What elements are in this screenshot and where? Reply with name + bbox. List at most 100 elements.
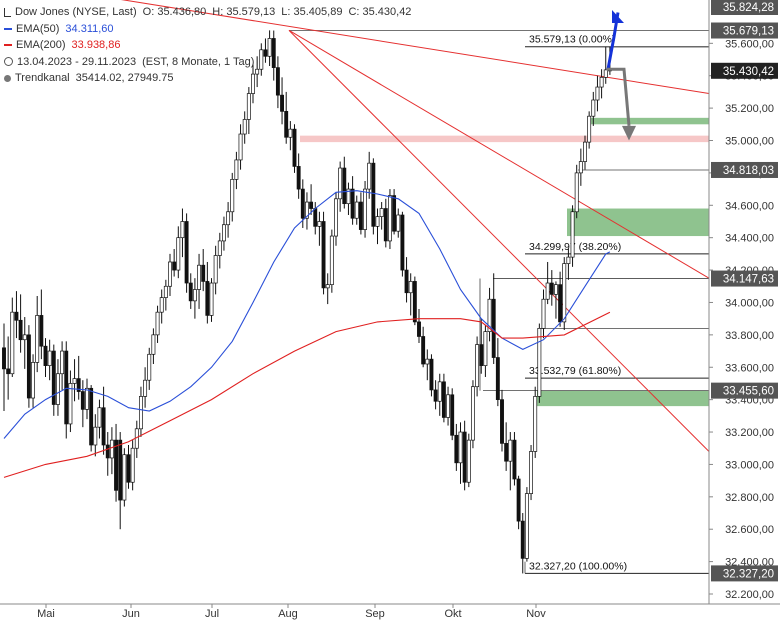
- candle-body: [68, 383, 73, 425]
- candle-body: [251, 73, 255, 94]
- candle-body: [97, 407, 102, 428]
- candle-body: [163, 285, 168, 298]
- candle-body: [495, 357, 500, 400]
- legend-period-row: 13.04.2023 - 29.11.2023 (EST, 8 Monate, …: [4, 54, 411, 71]
- candle-body: [122, 454, 127, 501]
- y-tick-label: 35.200,00: [725, 103, 774, 115]
- candle-body: [192, 289, 197, 302]
- candle-body: [549, 282, 554, 295]
- candle-body: [562, 263, 567, 323]
- candle-body: [533, 396, 538, 452]
- candle-body: [553, 284, 558, 295]
- price-tag: [711, 22, 778, 39]
- legend-instrument-row: Dow Jones (NYSE, Last) O: 35.436,80 H: 3…: [4, 4, 411, 21]
- candle-body: [93, 426, 98, 446]
- candle-body: [354, 201, 359, 219]
- x-axis: Mai Jun Jul Aug Sep Okt Nov: [0, 603, 780, 620]
- legend-trend-row: Trendkanal 35414.02, 27949.75: [4, 70, 411, 87]
- candle-body: [275, 67, 280, 96]
- candle-body: [89, 387, 94, 446]
- y-tick-label: 33.200,00: [725, 427, 774, 439]
- candle-body: [80, 391, 85, 410]
- x-tick-label: Nov: [526, 608, 546, 620]
- candle-body: [325, 284, 330, 289]
- trend-label: Trendkanal: [15, 72, 70, 84]
- candle-body: [76, 378, 81, 392]
- candle-body: [446, 394, 451, 418]
- trendlines: [120, 0, 710, 452]
- candle-body: [60, 350, 65, 375]
- candles: [2, 30, 612, 574]
- candle-body: [26, 334, 31, 399]
- candle-body: [118, 439, 123, 501]
- candle-body: [143, 379, 148, 397]
- fib-label: 35.579,13 (0.00%): [529, 34, 615, 46]
- ema200-swatch: [4, 44, 12, 47]
- price-tag-label: 35.824,28: [723, 2, 774, 14]
- candle-body: [242, 119, 247, 135]
- arrow-down: [607, 67, 631, 127]
- candle-body: [404, 269, 409, 294]
- candle-body: [267, 38, 272, 57]
- candle-body: [408, 281, 413, 294]
- candle-body: [280, 94, 285, 112]
- candle-body: [230, 179, 235, 213]
- candle-body: [213, 255, 218, 284]
- candle-body: [292, 128, 297, 167]
- candle-body: [367, 162, 372, 190]
- candle-body: [388, 195, 392, 242]
- x-tick-label: Mai: [37, 608, 55, 620]
- instrument-name: Dow Jones (NYSE, Last): [15, 6, 137, 18]
- candle-body: [566, 256, 571, 264]
- candle-body: [412, 281, 417, 323]
- ema50-line: [3, 190, 611, 439]
- candle-body: [35, 315, 40, 363]
- candle-body: [392, 195, 397, 232]
- candle-body: [288, 128, 293, 138]
- candle-body: [417, 321, 421, 337]
- candle-body: [520, 520, 525, 559]
- candle-body: [168, 261, 172, 287]
- candle-body: [309, 201, 314, 209]
- current-price-tag: [711, 62, 778, 79]
- arrows: [606, 10, 636, 141]
- zone-green: [588, 117, 709, 125]
- arrow-down-head: [622, 125, 636, 141]
- price-tag-label: 32.327,20: [723, 568, 774, 580]
- x-tick-label: Okt: [444, 608, 461, 620]
- y-tick-label: 33.600,00: [725, 362, 774, 374]
- candle-body: [578, 161, 583, 174]
- candle-body: [454, 434, 459, 464]
- candle-body: [147, 353, 152, 381]
- candle-body: [558, 284, 563, 323]
- x-tick-label: Jul: [205, 608, 219, 620]
- candle-body: [475, 344, 480, 388]
- candle-body: [595, 86, 600, 101]
- price-tag: [711, 270, 778, 287]
- candle-body: [379, 208, 384, 217]
- ohlc-close: C: 35.430,42: [348, 6, 412, 18]
- candle-body: [574, 172, 579, 213]
- fib-label: 33.532,79 (61.80%): [529, 365, 621, 377]
- instrument-marker: [4, 7, 11, 17]
- candle-body: [201, 264, 206, 282]
- candle-body: [126, 454, 131, 483]
- candle-body: [234, 159, 239, 180]
- clock-icon: [4, 57, 13, 67]
- y-tick-label: 34.400,00: [725, 233, 774, 245]
- candle-body: [246, 93, 251, 120]
- candle-body: [184, 221, 189, 284]
- candle-body: [537, 328, 542, 397]
- candle-body: [545, 282, 550, 300]
- candle-body: [238, 133, 243, 161]
- candle-body: [85, 387, 89, 410]
- candle-body: [47, 350, 52, 366]
- candle-body: [504, 443, 509, 462]
- fib-lines: 35.579,13 (0.00%) 34.299,97 (38.20%) 33.53…: [289, 30, 709, 574]
- y-axis: 35.600,0035.400,0035.200,0035.000,0034.8…: [708, 0, 778, 604]
- candle-body: [479, 344, 484, 366]
- zone-pink: [300, 135, 709, 143]
- candle-body: [14, 311, 19, 321]
- y-tick-label: 32.600,00: [725, 524, 774, 536]
- candle-body: [512, 439, 517, 480]
